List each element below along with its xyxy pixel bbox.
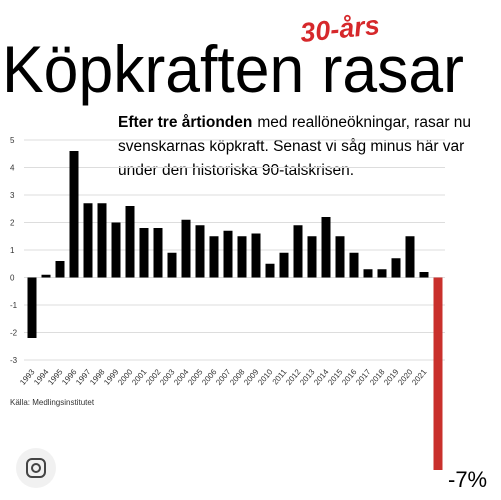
x-tick-label: 2021: [410, 367, 429, 387]
bar: [195, 225, 205, 278]
bar: [433, 277, 443, 470]
y-tick-label: 1: [10, 246, 15, 255]
y-tick-label: 0: [10, 274, 15, 283]
subtitle-bold: Efter tre årtionden: [118, 114, 252, 131]
chart-title: Köpkraften rasar: [2, 32, 464, 106]
bar: [209, 236, 219, 278]
bar: [405, 236, 415, 278]
source: Källa: Medlingsinstitutet: [10, 398, 95, 407]
bar: [69, 151, 79, 278]
bar: [83, 203, 93, 278]
bar: [251, 233, 261, 278]
y-tick-label: -3: [10, 356, 18, 365]
bar: [391, 258, 401, 278]
bar: [321, 217, 331, 278]
y-tick-label: 2: [10, 219, 15, 228]
bar: [265, 263, 275, 278]
subtitle-line: svenskarnas köpkraft. Senast vi såg minu…: [118, 138, 464, 155]
bar: [279, 252, 289, 278]
lens-icon: [16, 448, 56, 488]
y-tick-label: 4: [10, 164, 15, 173]
bar: [223, 230, 233, 278]
y-tick-label: -2: [10, 329, 18, 338]
bar: [377, 269, 387, 278]
bar: [293, 225, 303, 278]
bar: [97, 203, 107, 278]
bar: [41, 274, 51, 278]
bar: [167, 252, 177, 278]
subtitle-line: under den historiska 90-talskrisen.: [118, 162, 354, 179]
bar: [181, 219, 191, 278]
bar: [125, 206, 135, 278]
bar: [55, 261, 65, 278]
bar: [139, 228, 149, 278]
x-tick-label: 2010: [256, 367, 275, 387]
subtitle: Efter tre årtionden med reallöneökningar,…: [118, 114, 471, 131]
y-tick-label: 3: [10, 191, 15, 200]
bar: [307, 236, 317, 278]
bar: [27, 277, 37, 338]
bar: [335, 236, 345, 278]
bar: [349, 252, 359, 278]
bar: [363, 269, 373, 278]
bar: [419, 272, 429, 278]
bar: [237, 236, 247, 278]
y-tick-label: 5: [10, 136, 15, 145]
bar: [153, 228, 163, 278]
subtitle-line: med reallöneökningar, rasar nu: [257, 114, 471, 131]
y-tick-label: -1: [10, 301, 18, 310]
bar: [111, 222, 121, 278]
value-label: -7%: [448, 467, 487, 492]
